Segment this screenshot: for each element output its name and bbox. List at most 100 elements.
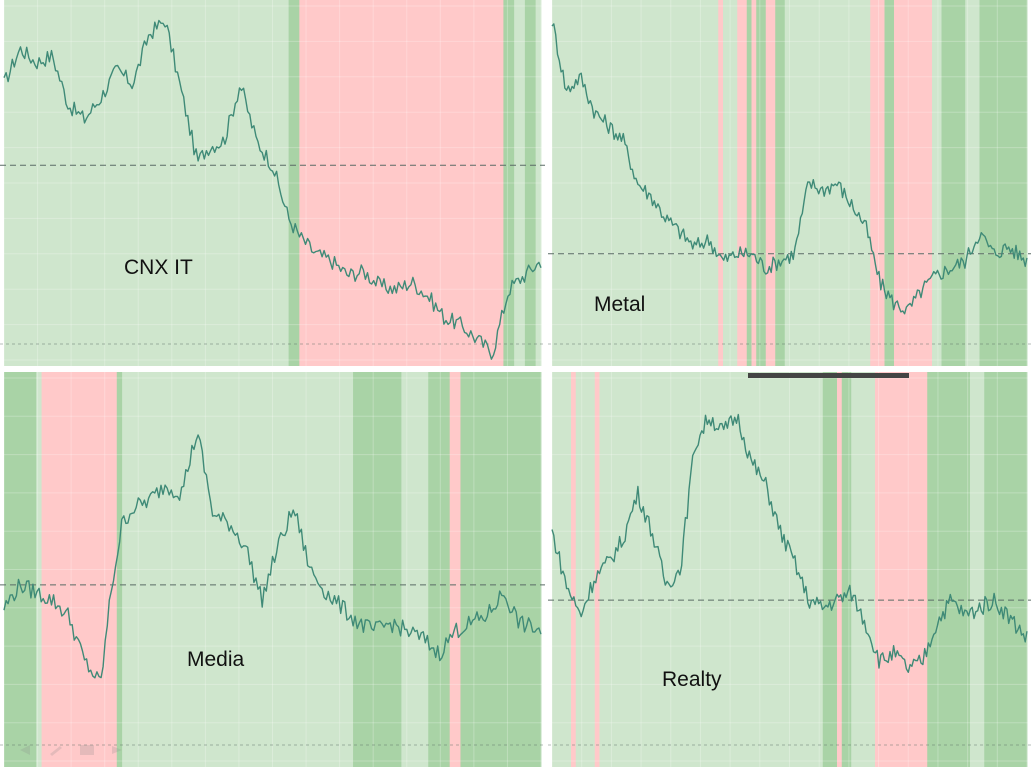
data-point [637, 492, 639, 494]
regime-band [875, 372, 928, 767]
data-point [299, 235, 301, 237]
data-point [622, 140, 624, 142]
pencil-icon [50, 746, 62, 756]
data-point [950, 599, 952, 601]
data-point [722, 431, 724, 433]
data-point [84, 118, 86, 120]
data-point [390, 622, 392, 624]
regime-band [116, 372, 123, 767]
data-point [315, 253, 317, 255]
data-point [3, 607, 5, 609]
data-point [519, 622, 521, 624]
data-point [765, 484, 767, 486]
regime-band [369, 372, 402, 767]
regime-band [535, 0, 542, 366]
data-point [347, 274, 349, 276]
regime-band [594, 372, 600, 767]
data-point [808, 182, 810, 184]
regime-band [503, 0, 515, 366]
data-point [936, 274, 938, 276]
data-point [893, 303, 895, 305]
data-point [35, 592, 37, 594]
series-line [551, 413, 1028, 673]
data-point [922, 288, 924, 290]
data-point [207, 147, 209, 149]
horizontal-scrollbar[interactable] [748, 373, 909, 378]
data-point [580, 615, 582, 617]
regime-band [756, 0, 767, 366]
data-point [751, 461, 753, 463]
regime-band [870, 0, 885, 366]
data-point [594, 111, 596, 113]
regime-band [723, 0, 738, 366]
forward-icon [112, 746, 122, 754]
data-point [148, 34, 150, 36]
data-point [1007, 246, 1009, 248]
regime-band [552, 0, 719, 366]
data-point [293, 507, 295, 509]
data-point [565, 584, 567, 586]
regime-band [599, 372, 824, 767]
data-point [879, 281, 881, 283]
regime-band [927, 372, 971, 767]
data-point [765, 267, 767, 269]
data-point [422, 638, 424, 640]
data-point [164, 19, 166, 21]
data-point [411, 281, 413, 283]
chart-media [0, 372, 545, 767]
panel-media: Media [0, 372, 545, 767]
regime-band [851, 372, 876, 767]
data-point [100, 97, 102, 99]
data-point [406, 630, 408, 632]
data-point [363, 271, 365, 273]
data-point [68, 104, 70, 106]
regime-band [401, 372, 429, 767]
data-point [288, 218, 290, 220]
data-point [565, 90, 567, 92]
data-point [540, 630, 542, 632]
regime-band [784, 0, 871, 366]
data-point [438, 653, 440, 655]
data-point [993, 253, 995, 255]
data-point [444, 317, 446, 319]
chart-cnx-it [0, 0, 545, 366]
data-point [229, 523, 231, 525]
data-point [277, 546, 279, 548]
data-point [261, 599, 263, 601]
data-point [508, 288, 510, 290]
regime-band [841, 372, 852, 767]
regime-band [884, 0, 895, 366]
data-point [1026, 260, 1028, 262]
regime-band [428, 372, 451, 767]
data-point [736, 416, 738, 418]
regime-band [524, 0, 537, 366]
data-point [836, 599, 838, 601]
regime-band [822, 372, 838, 767]
data-point [622, 538, 624, 540]
data-point [679, 232, 681, 234]
data-point [540, 260, 542, 262]
data-point [331, 260, 333, 262]
data-point [427, 295, 429, 297]
data-point [52, 55, 54, 57]
data-point [964, 260, 966, 262]
series-line [551, 23, 1028, 315]
data-point [751, 253, 753, 255]
data-point [342, 607, 344, 609]
data-point [708, 416, 710, 418]
data-point [736, 253, 738, 255]
data-point [492, 352, 494, 354]
data-point [148, 500, 150, 502]
data-point [708, 239, 710, 241]
series-line [3, 19, 542, 360]
data-point [551, 530, 553, 532]
regime-band [837, 372, 843, 767]
series-line [3, 434, 542, 679]
back-icon [20, 745, 30, 755]
data-point [19, 48, 21, 50]
data-point [180, 90, 182, 92]
data-point [379, 285, 381, 287]
data-point [132, 507, 134, 509]
regime-band [965, 0, 980, 366]
data-point [395, 288, 397, 290]
